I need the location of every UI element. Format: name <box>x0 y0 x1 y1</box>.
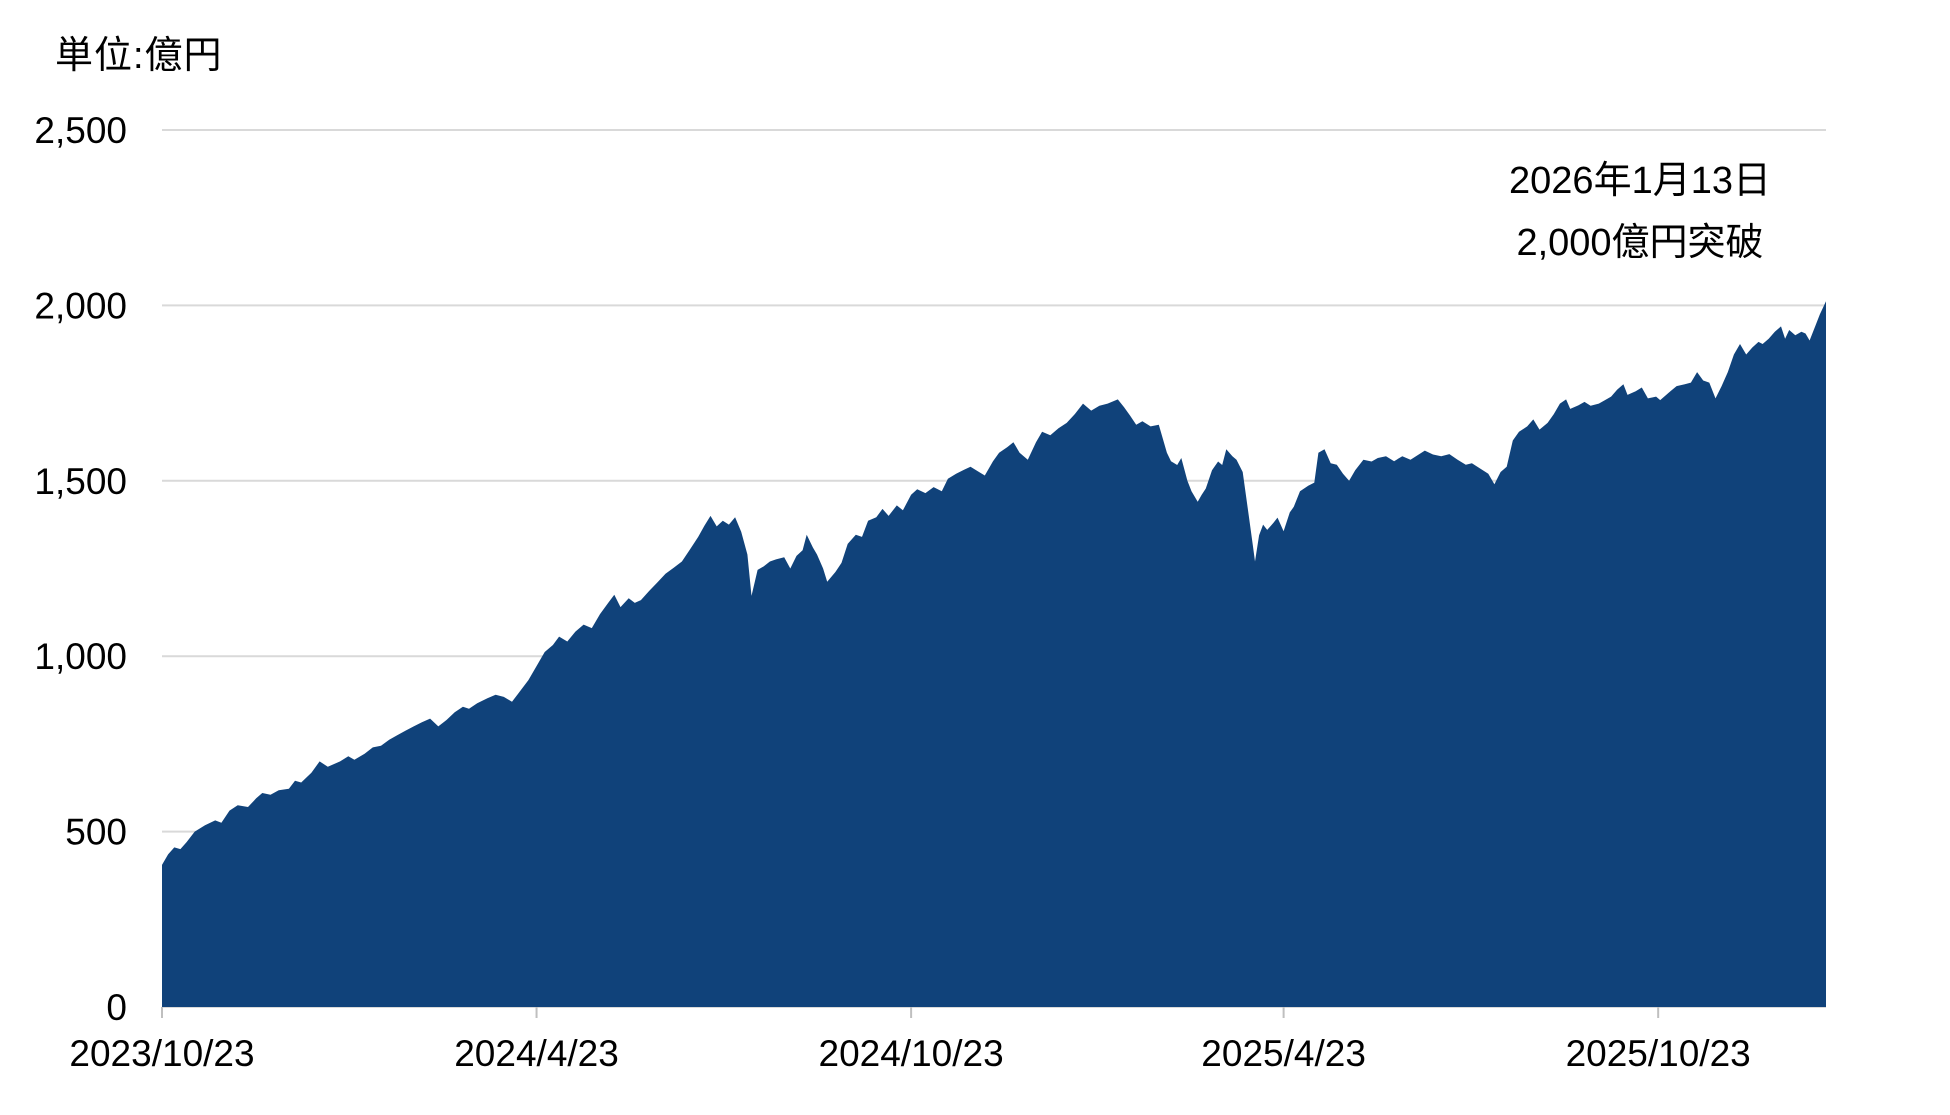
y-tick-label: 1,500 <box>34 461 127 502</box>
milestone-text: 2,000億円突破 <box>1516 222 1764 264</box>
milestone-annotation: 2026年1月13日 2,000億円突破 <box>1509 150 1771 274</box>
x-tick-label: 2024/10/23 <box>819 1033 1004 1074</box>
x-tick-label: 2025/4/23 <box>1201 1033 1366 1074</box>
x-tick-label: 2024/4/23 <box>454 1033 619 1074</box>
y-tick-label: 2,500 <box>34 110 127 151</box>
x-tick-label: 2025/10/23 <box>1566 1033 1751 1074</box>
y-tick-label: 2,000 <box>34 285 127 326</box>
milestone-date: 2026年1月13日 <box>1509 160 1771 202</box>
y-tick-label: 0 <box>106 987 127 1028</box>
y-tick-label: 1,000 <box>34 636 127 677</box>
x-tick-label: 2023/10/23 <box>69 1033 254 1074</box>
area-series <box>162 301 1826 1007</box>
y-tick-label: 500 <box>65 812 127 853</box>
unit-label: 単位:億円 <box>55 35 223 77</box>
